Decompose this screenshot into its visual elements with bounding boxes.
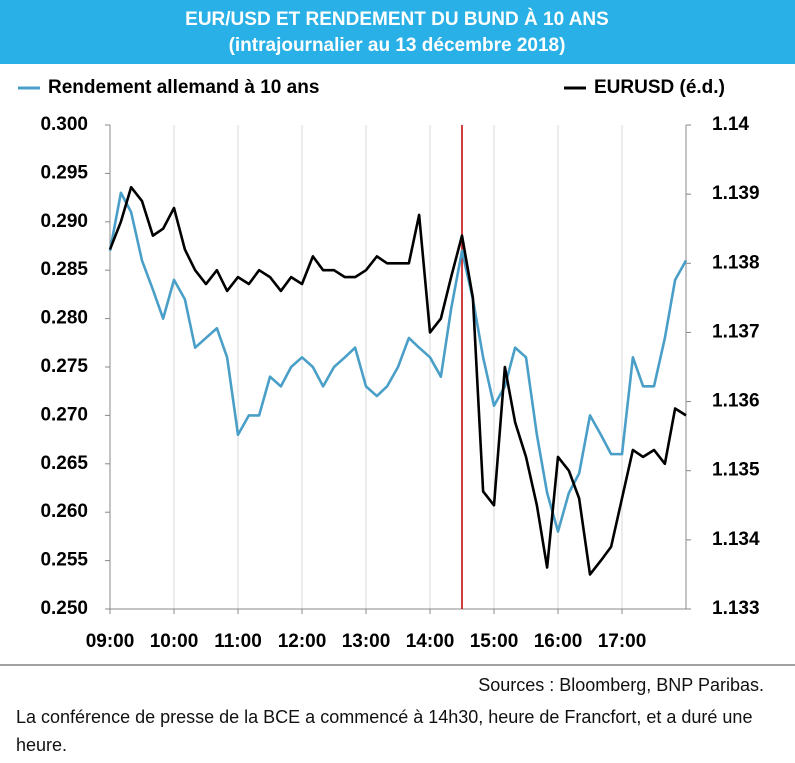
y2-tick-label: 1.14: [712, 114, 749, 135]
chart-title: EUR/USD ET RENDEMENT DU BUND À 10 ANS: [185, 8, 609, 30]
x-tick-label: 09:00: [86, 631, 135, 652]
y-tick-label: 0.285: [40, 259, 88, 280]
chart-subtitle: (intrajournalier au 13 décembre 2018): [229, 35, 566, 56]
y-tick-label: 0.280: [40, 308, 88, 329]
note: La conférence de presse de la BCE a comm…: [16, 707, 753, 755]
x-tick-label: 15:00: [470, 631, 519, 652]
y-tick-label: 0.290: [40, 211, 88, 232]
source: Sources : Bloomberg, BNP Paribas.: [478, 675, 764, 695]
x-tick-label: 14:00: [406, 631, 455, 652]
chart: EUR/USD ET RENDEMENT DU BUND À 10 ANS (i…: [0, 0, 795, 695]
y2-tick-label: 1.137: [712, 321, 760, 342]
y2-tick-label: 1.136: [712, 391, 760, 412]
y-tick-label: 0.270: [40, 404, 88, 425]
y-tick-label: 0.250: [40, 598, 88, 619]
y-tick-label: 0.255: [40, 550, 88, 571]
x-tick-label: 16:00: [534, 631, 583, 652]
y2-tick-label: 1.135: [712, 460, 760, 481]
y2-tick-label: 1.138: [712, 252, 760, 273]
x-tick-label: 10:00: [150, 631, 199, 652]
y2-tick-label: 1.139: [712, 183, 760, 204]
legend-label: EURUSD (é.d.): [594, 77, 725, 98]
title-bar: [0, 0, 795, 64]
y-tick-label: 0.275: [40, 356, 88, 377]
x-tick-label: 12:00: [278, 631, 327, 652]
y-tick-label: 0.265: [40, 453, 88, 474]
y-tick-label: 0.260: [40, 501, 88, 522]
series-line: [108, 191, 688, 533]
x-tick-label: 17:00: [598, 631, 647, 652]
y2-tick-label: 1.133: [712, 598, 760, 619]
series-line: [108, 185, 687, 576]
x-tick-label: 13:00: [342, 631, 391, 652]
y-tick-label: 0.300: [40, 114, 88, 135]
y2-tick-label: 1.134: [712, 529, 760, 550]
y-tick-label: 0.295: [40, 162, 88, 183]
x-tick-label: 11:00: [214, 631, 262, 652]
legend-label: Rendement allemand à 10 ans: [48, 77, 319, 98]
